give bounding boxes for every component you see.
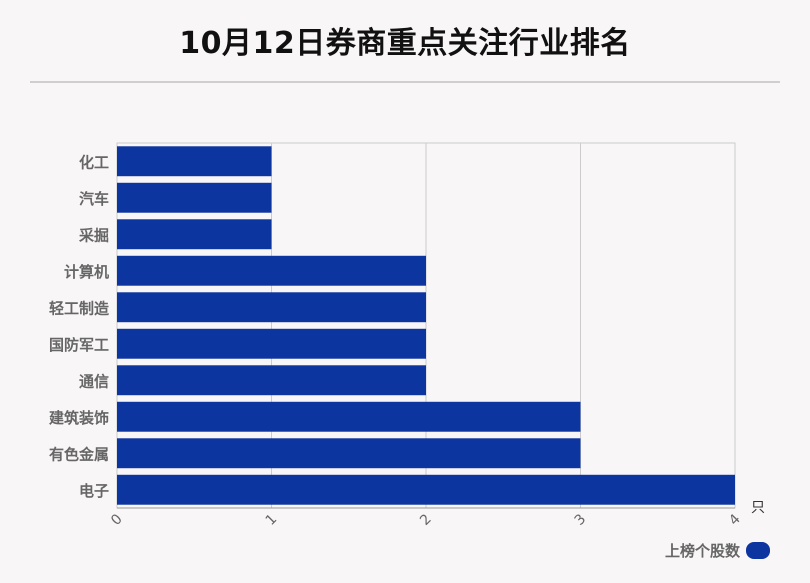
bar <box>117 219 272 250</box>
bar <box>117 146 272 177</box>
legend: 上榜个股数 <box>665 540 770 561</box>
category-label: 电子 <box>79 482 109 500</box>
bar <box>117 182 272 213</box>
bar <box>117 438 581 469</box>
category-label: 计算机 <box>64 263 109 281</box>
bar <box>117 328 426 359</box>
bar <box>117 401 581 432</box>
legend-label: 上榜个股数 <box>664 542 740 560</box>
category-label: 有色金属 <box>49 445 109 463</box>
category-label: 化工 <box>79 153 109 171</box>
category-label: 采掘 <box>78 226 109 244</box>
category-label: 建筑装饰 <box>49 409 109 427</box>
bar <box>117 365 426 396</box>
legend-swatch <box>746 542 770 559</box>
x-tick-label: 2 <box>417 511 435 529</box>
title-divider <box>30 81 780 83</box>
bar <box>117 474 735 505</box>
category-label: 轻工制造 <box>49 299 109 317</box>
category-label: 通信 <box>79 372 109 390</box>
x-tick-label: 3 <box>572 511 590 529</box>
category-label: 汽车 <box>79 190 109 208</box>
x-tick-label: 4 <box>726 511 744 529</box>
x-unit-label: 只 <box>751 500 765 516</box>
bar <box>117 255 426 286</box>
chart-title: 10月12日券商重点关注行业排名 <box>179 26 631 61</box>
x-tick-label: 1 <box>263 511 281 529</box>
x-tick-label: 0 <box>108 511 126 529</box>
bar <box>117 292 426 323</box>
category-label: 国防军工 <box>49 336 109 354</box>
